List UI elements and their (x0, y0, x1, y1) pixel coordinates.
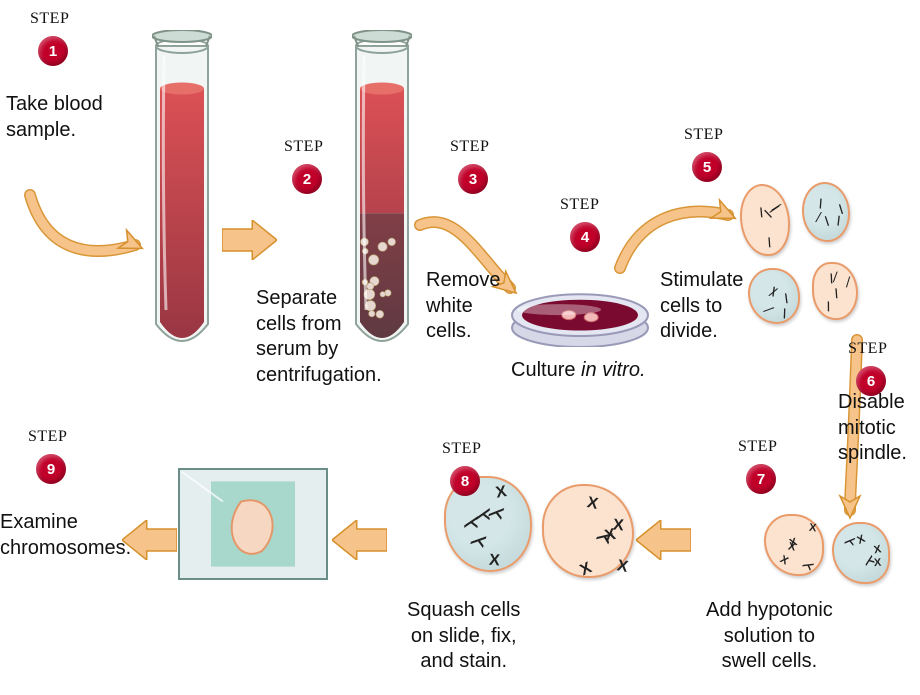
step-word: STEP (450, 138, 489, 156)
step-caption: Removewhitecells. (426, 268, 500, 345)
cell-blob: XX⋌XXX (542, 484, 634, 578)
step-badge: 5 (692, 152, 722, 182)
arrow-curve (0, 0, 920, 690)
cell-blob: ⟋∖⟋∖∖ (740, 184, 790, 256)
step-badge: 8 (450, 466, 480, 496)
cell-blob: ⟋∖∖∖⟋ (812, 262, 858, 320)
step-caption: Add hypotonicsolution toswell cells. (706, 598, 833, 675)
step-badge: 4 (570, 222, 600, 252)
arrow-curve (0, 0, 920, 690)
step-caption: Separatecells fromserum bycentrifugation… (256, 286, 382, 388)
arrow-curve (0, 0, 920, 690)
arrow-block (636, 520, 691, 560)
cell-blob: XX⋌X⋌ (832, 522, 890, 584)
arrow-curve (0, 0, 920, 690)
microscope-slide (178, 468, 328, 580)
arrow-block (222, 220, 277, 260)
step-caption: Examinechromosomes. (0, 510, 131, 561)
step-word: STEP (284, 138, 323, 156)
cell-blob: XXX⋌X (764, 514, 824, 576)
step-word: STEP (442, 440, 481, 458)
step-word: STEP (738, 438, 777, 456)
step-word: STEP (28, 428, 67, 446)
step-word: STEP (848, 340, 887, 358)
step-word: STEP (684, 126, 723, 144)
step-caption: Squash cellson slide, fix,and stain. (407, 598, 520, 675)
petri-dish (510, 292, 650, 347)
step-badge: 7 (746, 464, 776, 494)
step-word: STEP (30, 10, 69, 28)
step-caption: Stimulatecells todivide. (660, 268, 743, 345)
cell-blob: ∖∖∖⟋∖ (802, 182, 850, 242)
arrow-block (332, 520, 387, 560)
step-caption: Disablemitoticspindle. (838, 390, 907, 467)
test-tube-full (152, 30, 212, 350)
step-badge: 9 (36, 454, 66, 484)
step-caption: Take bloodsample. (6, 92, 103, 143)
cell-blob: ∖⟋⟋∖∖ (748, 268, 800, 324)
step-word: STEP (560, 196, 599, 214)
step-badge: 2 (292, 164, 322, 194)
step-badge: 1 (38, 36, 68, 66)
step-caption: Culture in vitro. (511, 358, 646, 384)
step-badge: 3 (458, 164, 488, 194)
